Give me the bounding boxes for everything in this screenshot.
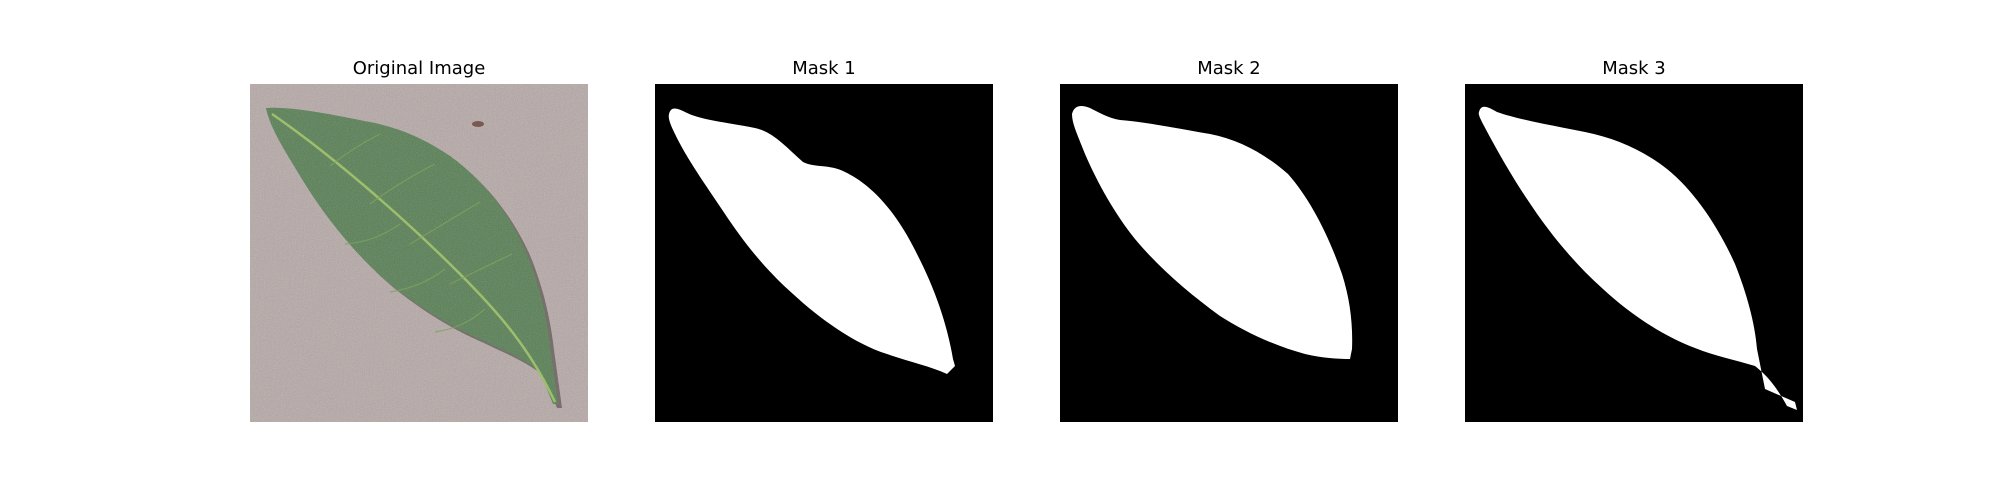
mask-3-foreground [1478, 106, 1797, 410]
original-image-svg [250, 84, 588, 422]
mask-2-svg [1060, 84, 1398, 422]
mask-1 [655, 84, 993, 422]
mask-3 [1465, 84, 1803, 422]
mask-1-foreground [668, 108, 955, 374]
panel-title-mask-2: Mask 2 [1197, 58, 1261, 79]
panel-title-mask-1: Mask 1 [792, 58, 856, 79]
leaf-veins [329, 133, 513, 333]
debris-speck [472, 121, 484, 127]
mask-1-svg [655, 84, 993, 422]
mask-2 [1060, 84, 1398, 422]
leaf [266, 107, 558, 405]
panel-title-mask-3: Mask 3 [1602, 58, 1666, 79]
mask-2-foreground [1072, 106, 1353, 359]
panel-title-original: Original Image [352, 58, 486, 79]
mask-3-svg [1465, 84, 1803, 422]
original-image [250, 84, 588, 422]
leaf-midrib [271, 112, 557, 403]
